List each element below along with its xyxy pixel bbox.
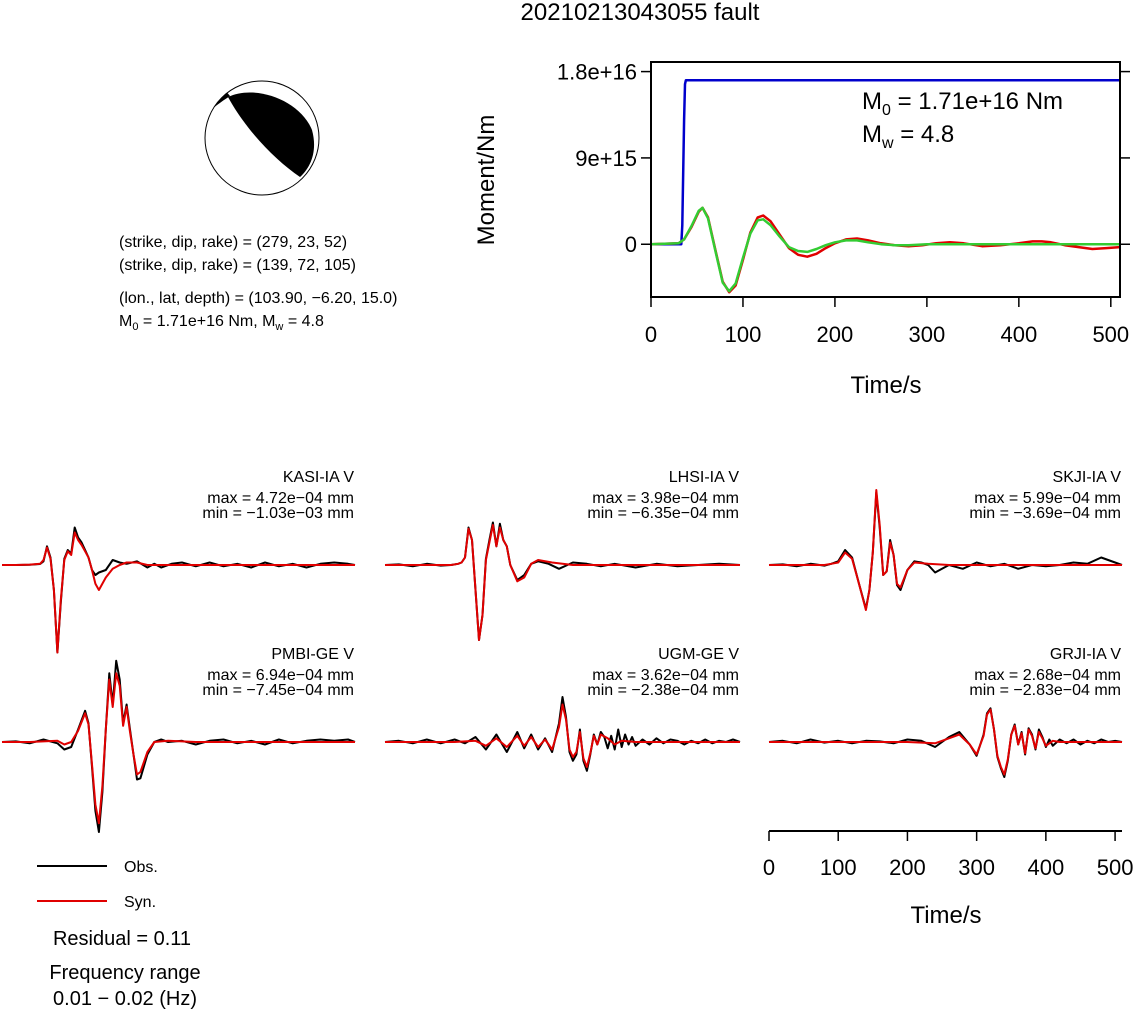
station-min: min = −6.35e−04 mm	[587, 505, 739, 522]
waveform-x-tick-label: 300	[958, 855, 995, 880]
moment-x-tick-label: 0	[645, 322, 657, 347]
moment-x-tick-label: 400	[1000, 322, 1037, 347]
station-max: max = 4.72e−04 mm	[207, 490, 354, 507]
synthetic-waveform	[385, 703, 740, 768]
moment-y-tick-label: 9e+15	[575, 146, 637, 171]
waveform-x-tick-label: 100	[820, 855, 857, 880]
moment-y-tick-label: 1.8e+16	[557, 60, 637, 85]
moment-x-tick-label: 300	[909, 322, 946, 347]
station-min: min = −2.38e−04 mm	[587, 682, 739, 699]
observed-waveform	[384, 521, 741, 641]
moment-x-tick-label: 100	[725, 322, 762, 347]
station-name: GRJI-IA V	[1050, 646, 1121, 663]
strike-dip-rake-2: (strike, dip, rake) = (139, 72, 105)	[119, 257, 356, 274]
moment-series-line-0	[651, 78, 1120, 246]
frequency-range-title: Frequency range	[49, 962, 200, 984]
station-max: max = 3.62e−04 mm	[592, 667, 739, 684]
station-name: UGM-GE V	[658, 646, 739, 663]
station-min: min = −3.69e−04 mm	[969, 505, 1121, 522]
station-max: max = 2.68e−04 mm	[974, 667, 1121, 684]
moment-m0-annotation: M0 = 1.71e+16 Nm	[862, 88, 1063, 119]
observed-waveform	[2, 526, 356, 654]
waveform-x-tick-label: 500	[1097, 855, 1134, 880]
observed-waveform	[384, 696, 741, 772]
station-min: min = −7.45e−04 mm	[202, 682, 354, 699]
moment-y-axis-label: Moment/Nm	[473, 115, 500, 246]
figure-title: 20210213043055 fault	[521, 0, 760, 26]
residual-label: Residual = 0.11	[53, 928, 191, 950]
focal-mechanism-beachball	[204, 80, 320, 196]
waveform-x-tick-label: 400	[1028, 855, 1065, 880]
station-name: PMBI-GE V	[271, 646, 354, 663]
station-min: min = −2.83e−04 mm	[969, 682, 1121, 699]
station-name: SKJI-IA V	[1053, 469, 1122, 486]
frequency-range-value: 0.01 − 0.02 (Hz)	[53, 988, 197, 1009]
moment-mw-annotation: Mw = 4.8	[862, 121, 954, 152]
mechanism-info: (strike, dip, rake) = (279, 23, 52) (str…	[119, 234, 397, 333]
synthetic-waveform	[385, 524, 740, 641]
legend: Obs. Syn. Residual = 0.11 Frequency rang…	[37, 859, 201, 1009]
moment-y-tick-label: 0	[625, 232, 637, 257]
legend-syn-label: Syn.	[124, 894, 156, 911]
moment-series-line-2	[650, 206, 1120, 293]
station-max: max = 3.98e−04 mm	[592, 490, 739, 507]
moment-y-axis: 0 9e+15 1.8e+16	[557, 60, 1130, 257]
legend-obs-label: Obs.	[124, 859, 158, 876]
waveform-x-axis-label: Time/s	[910, 902, 981, 929]
synthetic-waveform	[769, 708, 1122, 776]
waveform-x-tick-label: 0	[763, 855, 775, 880]
waveform-x-axis: 0 100 200 300 400 500	[763, 830, 1134, 880]
moment-panel: 0 9e+15 1.8e+16 0 100 200 300 400 500 Moment/Nm…	[473, 60, 1130, 399]
strike-dip-rake-1: (strike, dip, rake) = (279, 23, 52)	[119, 234, 347, 251]
moment-plot-frame	[650, 61, 1121, 298]
station-max: max = 6.94e−04 mm	[207, 667, 354, 684]
station-name: LHSI-IA V	[669, 469, 740, 486]
moment-x-tick-label: 500	[1092, 322, 1129, 347]
synthetic-waveform	[769, 489, 1122, 611]
moment-series	[650, 78, 1121, 294]
location-line: (lon., lat, depth) = (103.90, −6.20, 15.…	[119, 290, 397, 307]
waveform-x-tick-label: 200	[889, 855, 926, 880]
moment-magnitude-line: M0 = 1.71e+16 Nm, Mw = 4.8	[119, 313, 324, 333]
moment-x-tick-label: 200	[817, 322, 854, 347]
moment-x-axis: 0 100 200 300 400 500	[645, 297, 1129, 347]
station-max: max = 5.99e−04 mm	[974, 490, 1121, 507]
moment-x-axis-label: Time/s	[850, 372, 921, 399]
station-min: min = −1.03e−03 mm	[202, 505, 354, 522]
station-name: KASI-IA V	[283, 469, 354, 486]
synthetic-waveform	[2, 531, 355, 654]
synthetic-waveform	[2, 672, 355, 825]
